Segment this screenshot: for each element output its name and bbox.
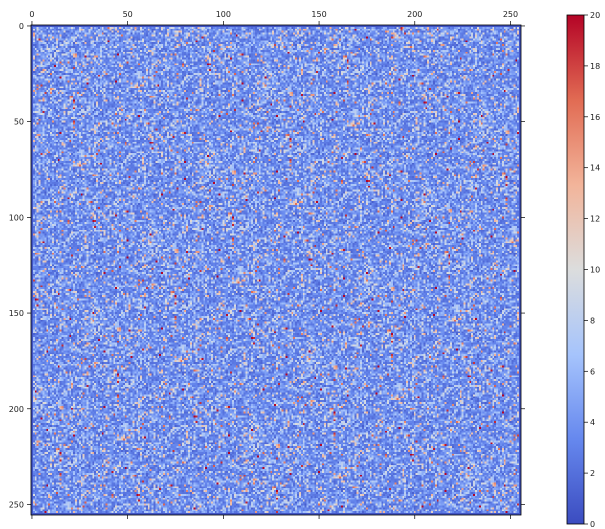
- colorbar-tick-label: 18: [590, 62, 600, 71]
- y-tick-label: 0: [19, 22, 24, 31]
- colorbar-tick-label: 4: [590, 418, 595, 427]
- heatmap-cells: [31, 25, 521, 515]
- colorbar-gradient-container: [567, 15, 584, 524]
- colorbar-gradient: [567, 15, 584, 524]
- colorbar-tick-label: 20: [590, 11, 600, 20]
- colorbar-tick-label: 12: [590, 215, 600, 224]
- axes-frame: [30, 24, 522, 516]
- colorbar-tick-label: 16: [590, 113, 600, 122]
- y-tick-label: 200: [9, 405, 24, 414]
- colorbar-tick-label: 6: [590, 367, 595, 376]
- x-tick-label: 200: [407, 10, 422, 19]
- y-tick-label: 50: [14, 118, 24, 127]
- y-axis-ticks: 0 50 100 150 200 250: [9, 22, 525, 509]
- colorbar-tick-label: 14: [590, 164, 600, 173]
- colorbar: 0 2 4 6 8 10 12 14 16 18 20: [566, 11, 600, 529]
- colorbar-tick-label: 0: [590, 520, 595, 529]
- colorbar-tick-label: 2: [590, 469, 595, 478]
- colorbar-ticks: 0 2 4 6 8 10 12 14 16 18 20: [584, 11, 600, 529]
- heatmap-image-container: [31, 25, 521, 515]
- x-tick-label: 150: [311, 10, 326, 19]
- colorbar-tick-label: 8: [590, 316, 595, 325]
- y-tick-label: 150: [9, 309, 24, 318]
- y-tick-label: 100: [9, 213, 24, 222]
- x-axis-ticks: 0 50 100 150 200 250: [29, 10, 518, 519]
- x-tick-label: 0: [29, 10, 34, 19]
- x-tick-label: 100: [216, 10, 231, 19]
- colorbar-tick-label: 10: [590, 266, 600, 275]
- heatmap-axes: 0 50 100 150 200 250 0 50 100 150 200 250: [9, 10, 525, 519]
- x-tick-label: 50: [123, 10, 133, 19]
- y-tick-label: 250: [9, 500, 24, 509]
- x-tick-label: 250: [503, 10, 518, 19]
